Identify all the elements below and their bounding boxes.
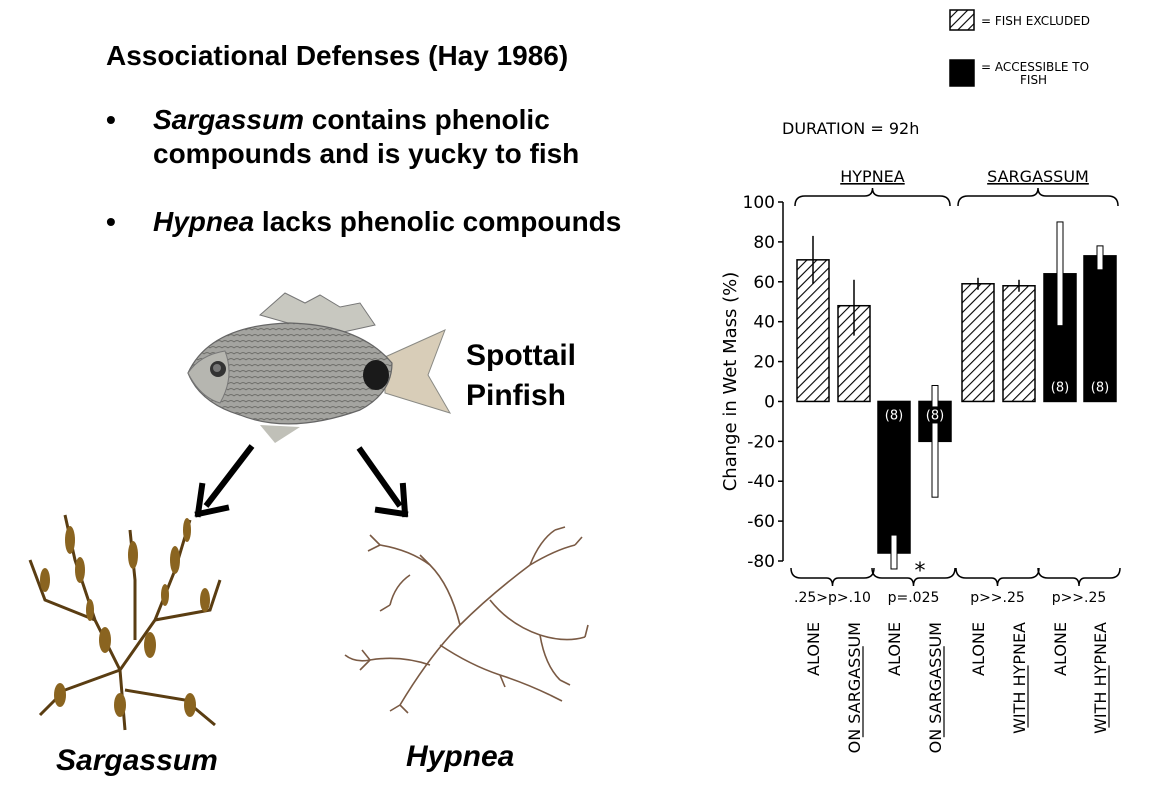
pinfish-image	[187, 292, 452, 443]
n-label: (8)	[926, 408, 944, 423]
pvalue-brace	[955, 567, 1040, 587]
legend-swatch	[949, 59, 975, 87]
bullet-text: Hypnea lacks phenolic compounds	[153, 205, 621, 239]
error-bar	[1056, 221, 1064, 327]
group-label: SARGASSUM	[987, 167, 1089, 186]
bar	[877, 400, 911, 554]
x-tick-label: WITH HYPNEA	[1010, 622, 1029, 734]
pvalue-label: p=.025	[888, 590, 940, 606]
y-tick-label: 20	[753, 353, 775, 373]
x-tick-label: ALONE	[1051, 622, 1070, 676]
bullet-marker: •	[106, 206, 116, 237]
bullet-rest: contains phenolic	[303, 104, 550, 135]
y-tick-label: 100	[743, 193, 775, 213]
n-label: (8)	[1051, 380, 1069, 395]
n-label: (8)	[1091, 380, 1109, 395]
n-label-bg	[1048, 378, 1072, 396]
group-brace	[794, 187, 951, 207]
group-brace	[957, 187, 1119, 207]
error-bar	[1096, 245, 1104, 271]
pvalue-brace	[1037, 567, 1121, 587]
fish-label-line2: Pinfish	[466, 379, 567, 412]
significance-marker: *	[915, 559, 926, 584]
x-tick-label: ALONE	[804, 622, 823, 676]
arrow-right-icon	[356, 446, 409, 518]
x-tick-label: ON SARGASSUM	[845, 622, 864, 753]
n-label-bg	[882, 406, 906, 424]
legend-label: = FISH EXCLUDED	[981, 14, 1090, 28]
pvalue-label: p>>.25	[1052, 590, 1107, 606]
sargassum-image	[28, 514, 222, 731]
y-tick-label: 0	[764, 392, 775, 412]
bullet-rest: lacks phenolic compounds	[254, 206, 622, 237]
pvalue-brace	[790, 567, 875, 587]
x-tick-label: ALONE	[885, 622, 904, 676]
y-tick-label: -60	[747, 512, 775, 532]
legend-label: = ACCESSIBLE TO	[981, 60, 1089, 74]
legend-label: FISH	[1020, 73, 1047, 87]
fish-label: Spottail Pinfish	[466, 336, 576, 416]
error-bar	[931, 384, 939, 498]
bullet-marker: •	[106, 104, 116, 135]
pvalue-brace	[871, 567, 956, 587]
x-tick-label: WITH HYPNEA	[1091, 622, 1110, 734]
pvalue-label: .25>p>.10	[794, 590, 871, 606]
y-tick-label: -80	[747, 552, 775, 572]
bullet-italic: Hypnea	[153, 206, 255, 237]
y-tick-label: 80	[753, 233, 775, 253]
caption-sargassum: Sargassum	[56, 744, 218, 777]
x-tick-label: ON SARGASSUM	[926, 622, 945, 753]
y-tick-label: -40	[747, 472, 775, 492]
group-label: HYPNEA	[840, 167, 905, 186]
hypnea-image	[344, 526, 589, 714]
slide-title: Associational Defenses (Hay 1986)	[106, 40, 569, 71]
error-bar	[890, 534, 898, 570]
pvalue-label: p>>.25	[970, 590, 1025, 606]
bar	[961, 283, 995, 403]
bullet-italic: Sargassum	[153, 104, 304, 135]
duration-label: DURATION = 92h	[782, 119, 919, 138]
arrow-left-icon	[194, 444, 255, 518]
fish-label-line1: Spottail	[466, 339, 576, 372]
n-label-bg	[1088, 378, 1112, 396]
y-tick-label: -20	[747, 432, 775, 452]
bullet-text: Sargassum contains phenolic compounds and…	[153, 103, 579, 171]
n-label: (8)	[885, 408, 903, 423]
n-label-bg	[923, 406, 947, 424]
y-tick-label: 40	[753, 313, 775, 333]
legend-swatch	[949, 9, 975, 31]
caption-hypnea: Hypnea	[406, 740, 515, 773]
y-tick-label: 60	[753, 273, 775, 293]
x-tick-label: ALONE	[969, 622, 988, 676]
y-axis-label: Change in Wet Mass (%)	[720, 272, 741, 492]
bar	[1083, 255, 1117, 403]
bullet-line2: compounds and is yucky to fish	[153, 138, 580, 169]
bar	[1002, 285, 1036, 403]
